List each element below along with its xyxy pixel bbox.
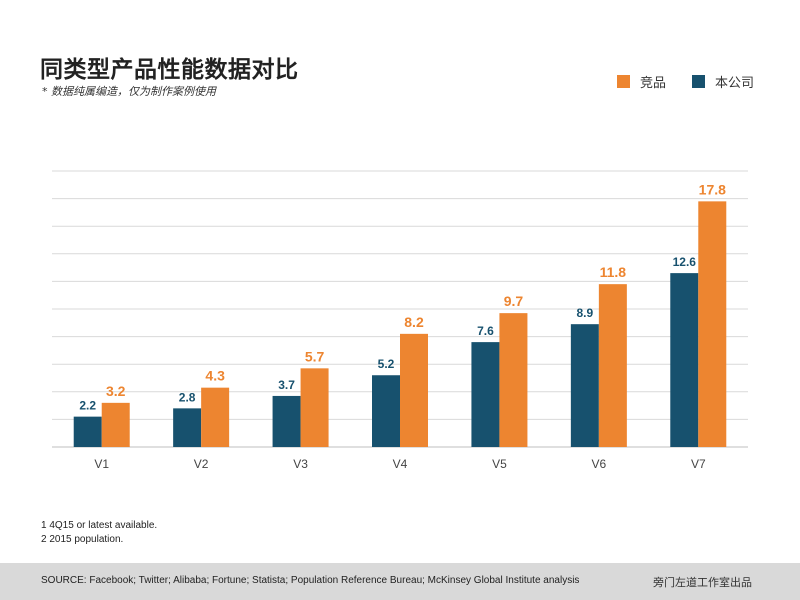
- bar-competitor: [598, 284, 627, 447]
- data-label-competitor: 5.7: [305, 348, 325, 364]
- data-label-company: 5.2: [378, 357, 395, 371]
- chart-subtitle: * 数据纯属编造，仅为制作案例使用: [42, 85, 216, 98]
- legend-item-company: 本公司: [691, 72, 754, 91]
- bar-competitor: [400, 333, 428, 447]
- x-tick-label: V5: [492, 457, 507, 471]
- data-label-competitor: 8.2: [404, 314, 424, 330]
- chart-title: 同类型产品性能数据对比: [40, 57, 299, 83]
- bar-company: [471, 342, 500, 447]
- data-label-competitor: 9.7: [504, 293, 524, 309]
- footnote-1: 1 4Q15 or latest available.: [41, 520, 158, 531]
- x-tick-label: V7: [691, 457, 706, 471]
- legend-swatch-competitor: [616, 75, 630, 88]
- data-label-company: 7.6: [477, 324, 494, 338]
- data-label-company: 8.9: [577, 306, 594, 320]
- chart-legend: 竞品 本公司: [616, 72, 754, 91]
- x-tick-label: V2: [194, 457, 209, 471]
- legend-swatch-company: [691, 75, 705, 88]
- bar-company: [670, 273, 699, 447]
- bar-company: [173, 408, 202, 447]
- source-bar: SOURCE: Facebook; Twitter; Alibaba; Fort…: [0, 563, 800, 600]
- footnote-2: 2 2015 population.: [41, 534, 124, 545]
- footnotes: 1 4Q15 or latest available. 2 2015 popul…: [41, 519, 157, 547]
- x-tick-label: V3: [293, 457, 308, 471]
- bar-company: [272, 395, 301, 447]
- bar-company: [73, 416, 102, 447]
- data-label-company: 3.7: [278, 378, 295, 392]
- bar-competitor: [101, 402, 130, 447]
- data-label-competitor: 11.8: [600, 264, 627, 280]
- x-tick-label: V4: [393, 457, 408, 471]
- source-text: SOURCE: Facebook; Twitter; Alibaba; Fort…: [41, 575, 580, 586]
- bar-company: [570, 324, 599, 447]
- studio-credit: 旁门左道工作室出品: [653, 576, 752, 589]
- data-label-company: 2.2: [79, 399, 96, 413]
- bar-competitor: [300, 368, 329, 447]
- bar-competitor: [201, 387, 230, 447]
- x-tick-label: V6: [592, 457, 607, 471]
- legend-label-company: 本公司: [714, 76, 754, 91]
- data-label-company: 2.8: [179, 390, 196, 404]
- bar-competitor: [499, 313, 528, 447]
- x-tick-label: V1: [94, 457, 109, 471]
- data-label-company: 12.6: [673, 255, 697, 269]
- legend-label-competitor: 竞品: [639, 76, 666, 91]
- data-label-competitor: 17.8: [699, 181, 726, 197]
- legend-item-competitor: 竞品: [616, 72, 666, 91]
- bar-company: [372, 375, 400, 447]
- data-label-competitor: 3.2: [106, 383, 126, 399]
- data-label-competitor: 4.3: [205, 368, 225, 384]
- bar-competitor: [698, 201, 727, 447]
